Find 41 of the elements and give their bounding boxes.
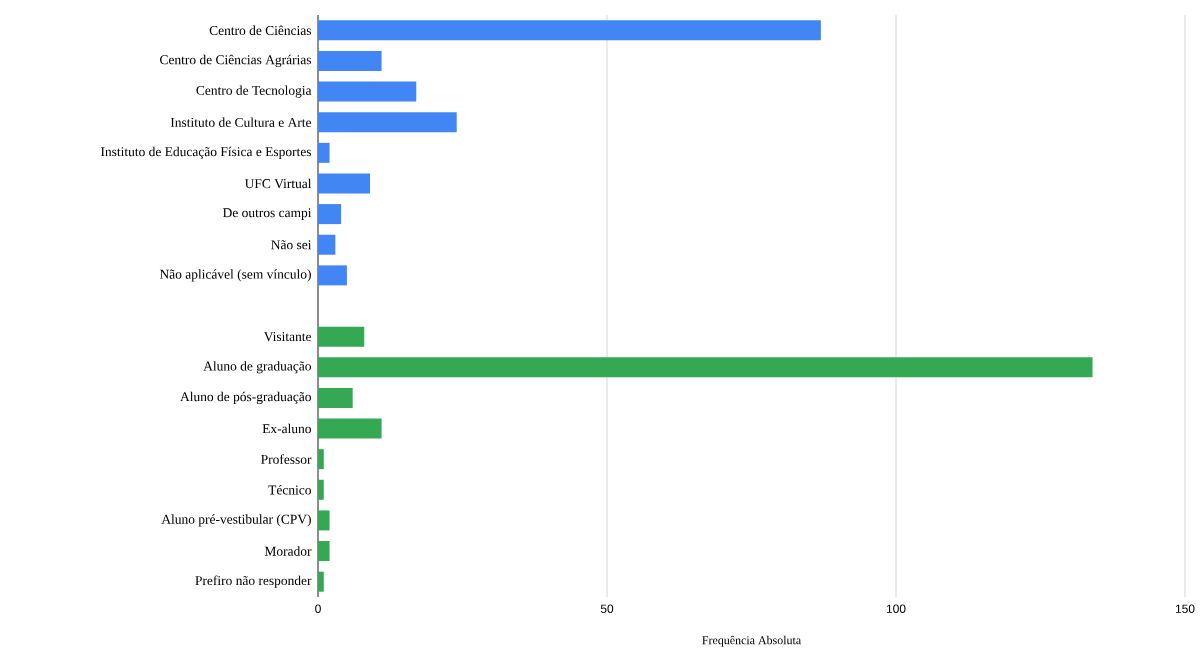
y-tick-label: Centro de Tecnologia xyxy=(196,85,312,98)
y-tick-label: Instituto de Educação Física e Esportes xyxy=(100,146,312,159)
y-tick-label: Prefiro não responder xyxy=(195,575,312,588)
bar xyxy=(318,449,324,470)
y-tick-label: Instituto de Cultura e Arte xyxy=(170,117,312,127)
bar xyxy=(318,418,382,439)
y-tick-label: Centro de Ciências xyxy=(209,25,312,36)
bar xyxy=(318,387,353,408)
y-tick-label: Técnico xyxy=(268,485,311,495)
y-tick-label: Não sei xyxy=(271,240,312,250)
y-tick-label: Centro de Ciências Agrárias xyxy=(160,54,312,68)
y-tick-label: Ex-aluno xyxy=(262,423,311,434)
bar xyxy=(318,541,330,562)
bar xyxy=(318,510,330,531)
y-tick-label: UFC Virtual xyxy=(244,178,312,189)
y-tick-label: Visitante xyxy=(263,332,312,342)
y-tick-label: Não aplicável (sem vínculo) xyxy=(159,269,311,282)
x-tick-label: 150 xyxy=(1175,604,1195,613)
bar xyxy=(318,265,347,286)
bar xyxy=(318,204,342,225)
x-tick-label: 50 xyxy=(600,604,614,613)
bar xyxy=(318,20,821,41)
y-tick-label: Aluno pré-vestibular (CPV) xyxy=(161,514,311,527)
bar xyxy=(318,571,324,592)
y-tick-label: Morador xyxy=(264,546,312,556)
y-tick-label: Professor xyxy=(261,454,312,464)
y-tick-label: Aluno de graduação xyxy=(203,361,311,374)
bar xyxy=(318,112,457,133)
bar xyxy=(318,357,1093,378)
bar xyxy=(318,326,365,347)
bar xyxy=(318,50,382,71)
bar xyxy=(318,81,417,102)
bar xyxy=(318,173,371,194)
bar xyxy=(318,234,336,255)
y-tick-label: De outros campi xyxy=(222,208,312,220)
bar xyxy=(318,479,324,500)
x-tick-label: 0 xyxy=(315,604,321,613)
y-tick-label: Aluno de pós-graduação xyxy=(180,391,311,405)
x-axis-title: Frequência Absoluta xyxy=(702,635,801,647)
x-tick-label: 100 xyxy=(886,604,906,613)
bar xyxy=(318,142,330,163)
